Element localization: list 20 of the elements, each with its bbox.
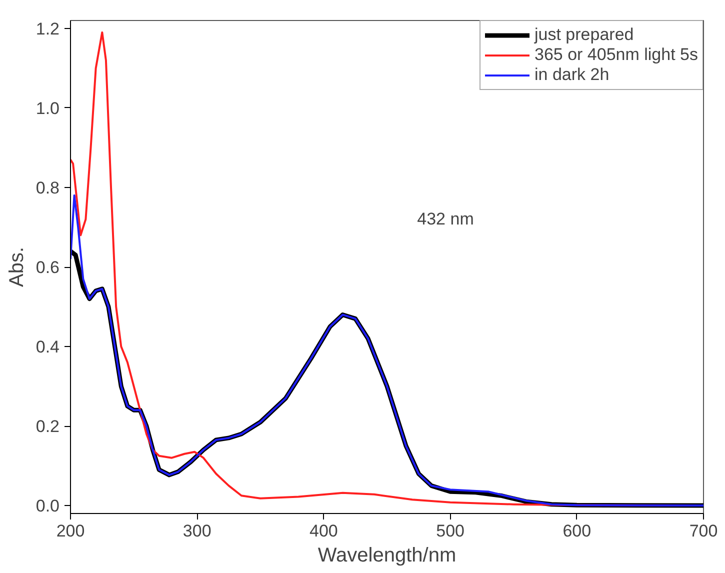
x-tick-label: 200 — [56, 522, 85, 540]
x-tick-label: 500 — [436, 522, 464, 540]
legend-label: just prepared — [534, 25, 634, 45]
y-tick-label: 0.0 — [36, 496, 60, 516]
y-tick-label: 0.6 — [36, 258, 60, 277]
y-tick-label: 1.2 — [36, 19, 60, 38]
y-tick-label: 0.8 — [36, 178, 60, 198]
y-axis-title: Abs. — [6, 246, 28, 288]
x-tick-label: 400 — [310, 522, 338, 540]
x-axis-title: Wavelength/nm — [318, 544, 456, 566]
x-tick-label: 700 — [689, 522, 718, 540]
legend-label: 365 or 405nm light 5s — [534, 45, 698, 65]
x-tick-label: 600 — [562, 522, 592, 540]
legend-label: in dark 2h — [534, 65, 610, 85]
x-tick-label: 300 — [182, 522, 212, 540]
annotation: 432 nm — [417, 210, 474, 228]
y-tick-label: 0.4 — [36, 338, 60, 357]
y-tick-label: 1.0 — [36, 98, 60, 118]
line-series — [70, 194, 704, 507]
y-tick-label: 0.2 — [36, 417, 60, 436]
